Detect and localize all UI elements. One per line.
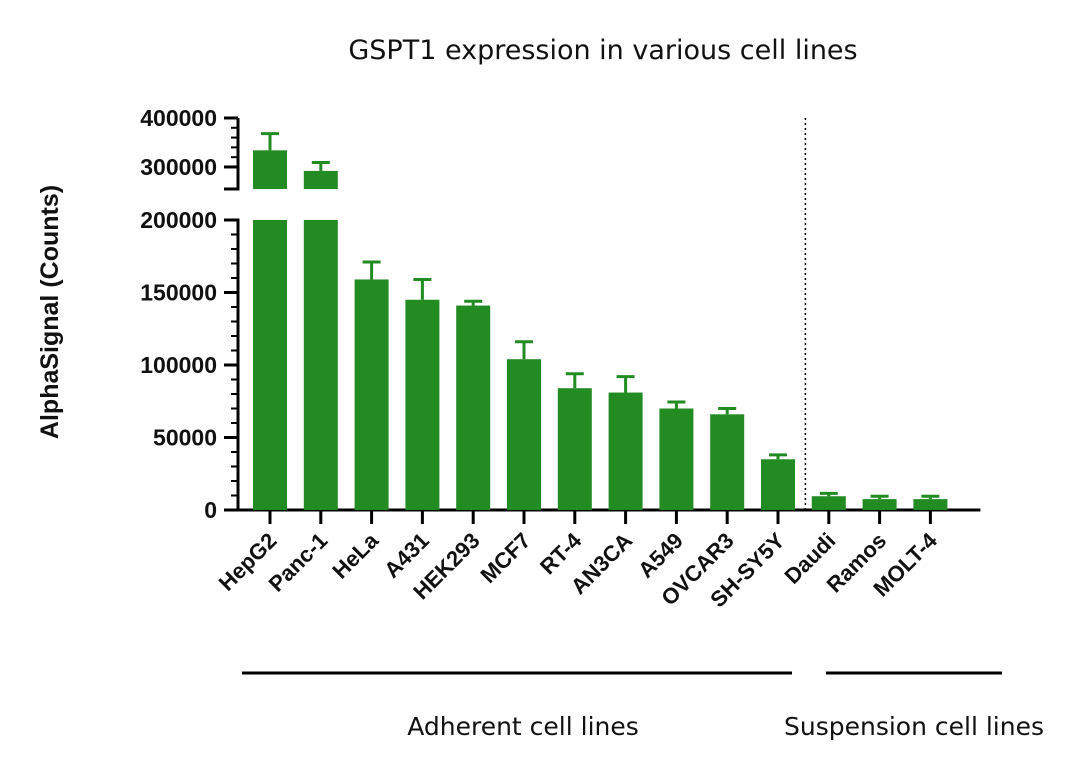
bar-upper-hepg2 xyxy=(253,150,287,189)
bar-hepg2 xyxy=(253,220,287,510)
bar-hela xyxy=(354,279,389,510)
y-tick-label: 100000 xyxy=(140,352,217,378)
chart-title: GSPT1 expression in various cell lines xyxy=(348,35,857,66)
bar-molt-4 xyxy=(913,499,948,510)
bar-ramos xyxy=(862,499,897,510)
bar-upper-panc-1 xyxy=(303,170,338,189)
bar-rt-4 xyxy=(557,388,592,510)
group-label-adherent: Adherent cell lines xyxy=(407,712,639,741)
bar-a431 xyxy=(405,299,440,510)
y-tick-label: 200000 xyxy=(140,207,217,233)
bar-ovcar3 xyxy=(710,414,745,510)
group-label-suspension: Suspension cell lines xyxy=(784,712,1044,741)
error-bars xyxy=(261,132,940,500)
x-tick-label: MCF7 xyxy=(476,528,536,588)
bar-a549 xyxy=(659,408,694,510)
bar-panc-1 xyxy=(303,220,338,510)
y-tick-label: 150000 xyxy=(140,280,217,306)
y-tick-label: 300000 xyxy=(140,154,217,180)
y-ticks: 0 50000 100000 150000 200000 300000 400000 xyxy=(140,105,238,523)
bar-sh-sy5y xyxy=(761,459,795,510)
bar-mcf7 xyxy=(507,359,541,510)
bars xyxy=(253,150,948,510)
y-axis-label: AlphaSignal (Counts) xyxy=(36,185,64,439)
y-tick-label: 50000 xyxy=(153,425,217,451)
y-tick-label: 0 xyxy=(204,497,217,523)
bar-hek293 xyxy=(456,305,491,510)
y-tick-label: 400000 xyxy=(140,105,217,131)
bar-an3ca xyxy=(608,392,643,510)
group-annotations: Adherent cell lines Suspension cell lines xyxy=(242,671,1044,741)
x-tick-label: HeLa xyxy=(327,527,383,583)
bar-daudi xyxy=(811,496,846,510)
